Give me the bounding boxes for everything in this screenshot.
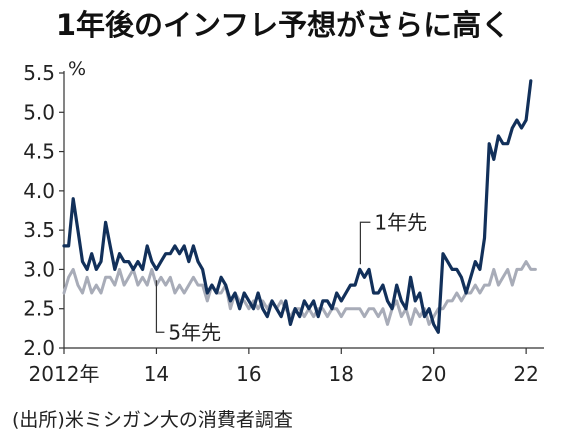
x-tick-label: 18	[329, 362, 354, 386]
leader-one-year	[359, 221, 371, 265]
source-note: (出所)米ミシガン大の消費者調査	[12, 409, 293, 431]
y-tick-label: 5.0	[23, 100, 55, 124]
x-tick-label: 20	[421, 362, 446, 386]
series-line-one-year	[62, 79, 533, 334]
series-line-five-year	[62, 260, 537, 326]
chart-title: 1年後のインフレ予想がさらに高く	[55, 8, 511, 42]
y-tick-label: 4.5	[23, 140, 55, 164]
series-label-five-year: 5年先	[168, 320, 221, 344]
y-tick-label: 2.5	[23, 297, 55, 321]
x-tick-label: 14	[144, 362, 169, 386]
series-label-one-year: 1年先	[374, 210, 427, 234]
y-tick-label: 3.5	[23, 218, 55, 242]
y-tick-label: 2.0	[23, 336, 55, 360]
x-tick-label: 22	[513, 362, 538, 386]
x-tick-label: 2012年	[29, 362, 100, 386]
y-tick-label: 4.0	[23, 179, 55, 203]
y-tick-label: 3.0	[23, 257, 55, 281]
x-tick-label: 16	[236, 362, 261, 386]
y-tick-label: 5.5	[23, 61, 55, 85]
leader-five-year	[155, 280, 165, 333]
y-unit-label: %	[68, 58, 86, 80]
